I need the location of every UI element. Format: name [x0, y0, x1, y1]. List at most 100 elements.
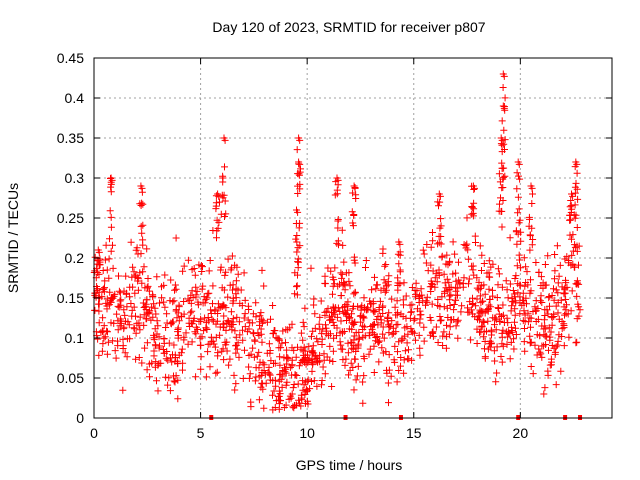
data-point — [324, 305, 332, 313]
data-point — [485, 285, 493, 293]
data-point — [270, 360, 277, 367]
data-point — [532, 307, 540, 315]
data-point — [171, 378, 179, 386]
data-point — [133, 244, 141, 252]
data-point — [307, 264, 315, 272]
data-point — [305, 342, 313, 350]
data-point — [370, 331, 378, 339]
data-point — [529, 236, 537, 243]
data-point — [229, 321, 237, 328]
data-point — [366, 345, 374, 353]
data-point — [335, 241, 342, 249]
data-point — [517, 237, 525, 245]
data-point — [452, 284, 460, 292]
data-point — [416, 351, 424, 359]
data-point — [364, 304, 371, 312]
data-point — [422, 301, 429, 309]
data-point — [297, 402, 305, 410]
data-point — [124, 318, 132, 326]
data-point — [292, 235, 300, 243]
data-point — [568, 251, 576, 259]
data-point — [96, 255, 104, 263]
data-point — [111, 290, 119, 298]
data-point — [349, 189, 357, 197]
data-point — [371, 320, 378, 328]
data-point — [95, 351, 103, 359]
data-point — [420, 250, 428, 258]
data-point — [498, 358, 506, 366]
data-point — [133, 319, 141, 327]
data-point — [198, 333, 206, 341]
data-point — [540, 390, 548, 398]
data-point — [179, 267, 187, 275]
data-point — [491, 357, 499, 365]
data-point — [500, 72, 508, 80]
data-point — [132, 329, 140, 337]
data-point — [304, 400, 312, 408]
data-point — [232, 380, 240, 388]
data-point — [489, 260, 497, 268]
data-point — [510, 345, 518, 353]
data-point — [107, 213, 115, 221]
data-point — [483, 306, 491, 314]
data-point — [224, 293, 232, 301]
data-point — [137, 202, 145, 209]
data-point — [394, 274, 402, 282]
data-point — [178, 313, 186, 321]
data-point — [209, 282, 217, 290]
data-point — [213, 227, 221, 235]
data-point — [395, 367, 403, 374]
data-point — [95, 307, 103, 315]
data-point — [331, 264, 339, 272]
data-point — [463, 214, 471, 222]
data-point — [506, 280, 514, 288]
data-point — [144, 309, 152, 317]
data-point — [514, 280, 522, 288]
data-point — [255, 348, 263, 356]
data-point — [119, 342, 127, 350]
data-point — [385, 272, 393, 280]
data-point — [457, 308, 465, 316]
data-point — [473, 340, 481, 347]
y-tick-label: 0.15 — [57, 290, 84, 306]
data-point — [313, 354, 321, 362]
data-point — [276, 361, 284, 369]
data-point — [213, 234, 220, 242]
data-point — [495, 270, 503, 278]
data-point — [438, 293, 446, 301]
data-point — [232, 290, 240, 298]
data-point — [403, 339, 411, 347]
data-point — [333, 190, 341, 198]
data-point — [458, 302, 466, 310]
data-point — [436, 313, 444, 320]
data-point — [283, 378, 291, 386]
data-point — [370, 342, 378, 350]
data-point — [404, 355, 412, 363]
data-point — [384, 278, 392, 286]
data-point — [346, 282, 354, 290]
y-tick-label: 0.4 — [65, 90, 85, 106]
data-point — [169, 298, 177, 306]
data-point — [121, 349, 129, 357]
data-point — [333, 239, 341, 247]
data-point — [211, 343, 219, 351]
data-point — [333, 313, 341, 321]
data-point — [158, 294, 166, 302]
data-point — [435, 239, 443, 247]
data-point — [538, 342, 546, 350]
data-point — [478, 267, 485, 274]
data-point — [107, 247, 115, 255]
data-point — [193, 287, 201, 295]
data-point — [310, 295, 318, 303]
data-point — [541, 281, 549, 289]
data-point — [473, 295, 481, 303]
data-point — [187, 291, 195, 299]
data-point — [388, 295, 396, 303]
data-point — [519, 317, 527, 325]
data-point — [506, 355, 514, 363]
data-point — [449, 270, 457, 278]
data-point — [379, 323, 387, 331]
data-point — [414, 305, 421, 313]
data-point — [449, 238, 457, 246]
data-point — [490, 347, 498, 355]
